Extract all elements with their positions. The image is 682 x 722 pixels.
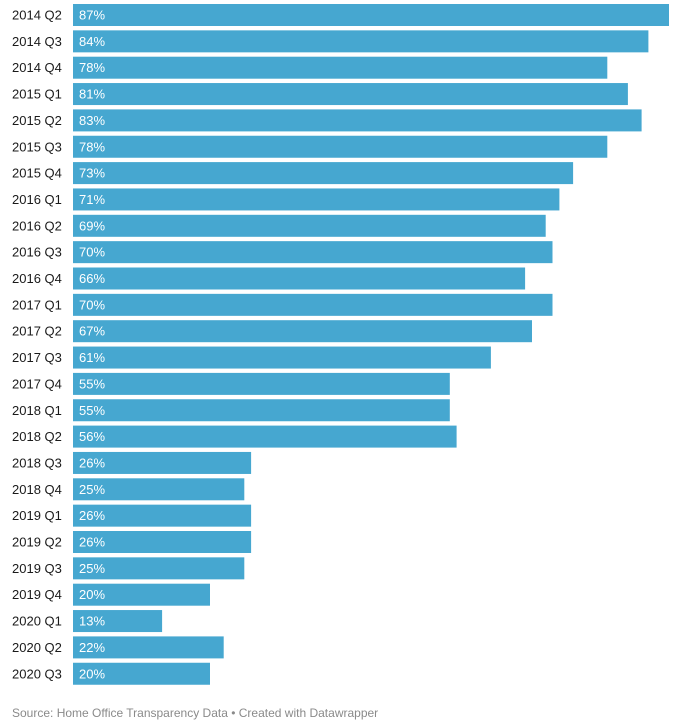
data-label: 56%	[79, 429, 105, 444]
data-label: 70%	[79, 245, 105, 260]
bar	[73, 531, 252, 553]
data-label: 71%	[79, 192, 105, 207]
category-label: 2017 Q3	[12, 350, 62, 365]
category-label: 2017 Q1	[12, 297, 62, 312]
bar	[73, 188, 560, 211]
data-label: 83%	[79, 113, 105, 128]
category-label: 2015 Q4	[12, 166, 62, 181]
category-label: 2018 Q4	[12, 482, 62, 497]
data-label: 25%	[79, 561, 105, 576]
category-label: 2015 Q3	[12, 139, 62, 154]
data-label: 20%	[79, 587, 105, 602]
bar	[73, 451, 252, 474]
category-label: 2020 Q3	[12, 666, 62, 681]
footer-separator: •	[227, 706, 239, 720]
bar	[73, 504, 252, 527]
data-label: 84%	[79, 34, 105, 49]
bar	[73, 4, 669, 26]
category-label: 2014 Q4	[12, 60, 62, 75]
category-label: 2017 Q4	[12, 376, 62, 391]
bar	[73, 56, 608, 79]
credit-note: Created with Datawrapper	[238, 706, 379, 720]
data-label: 13%	[79, 614, 105, 629]
data-label: 20%	[79, 666, 105, 681]
data-label: 55%	[79, 376, 105, 391]
category-label: 2019 Q4	[12, 587, 62, 602]
category-label: 2019 Q3	[12, 561, 62, 576]
data-label: 73%	[79, 166, 105, 181]
data-label: 61%	[79, 350, 105, 365]
bar	[73, 583, 210, 606]
bar	[73, 320, 532, 343]
data-label: 66%	[79, 271, 105, 286]
bar	[73, 425, 457, 448]
data-label: 87%	[79, 8, 105, 23]
bar	[73, 610, 163, 633]
category-label: 2016 Q2	[12, 218, 62, 233]
bar	[73, 30, 649, 53]
category-label: 2018 Q1	[12, 403, 62, 418]
bar	[73, 557, 245, 580]
data-label: 70%	[79, 297, 105, 312]
data-label: 55%	[79, 403, 105, 418]
bar	[73, 399, 450, 422]
bar	[73, 636, 224, 659]
data-label: 78%	[79, 60, 105, 75]
bar	[73, 83, 628, 106]
category-label: 2017 Q2	[12, 324, 62, 339]
category-label: 2020 Q2	[12, 640, 62, 655]
bar	[73, 293, 553, 316]
data-label: 67%	[79, 324, 105, 339]
data-label: 22%	[79, 640, 105, 655]
category-label: 2016 Q3	[12, 245, 62, 260]
bar	[73, 267, 526, 290]
bar-chart: 2014 Q2 87% 2014 Q3 84% 2014 Q4 78% 2015 Q1 81%…	[12, 4, 669, 685]
data-label: 26%	[79, 535, 105, 550]
bar	[73, 478, 245, 501]
category-label: 2020 Q1	[12, 614, 62, 629]
category-label: 2016 Q4	[12, 271, 62, 286]
bar	[73, 214, 546, 237]
chart-footer: Source: Home Office Transparency Data • …	[12, 706, 378, 720]
bar	[73, 162, 574, 185]
bar	[73, 662, 210, 685]
category-label: 2015 Q1	[12, 87, 62, 102]
bar	[73, 372, 450, 395]
category-label: 2014 Q3	[12, 34, 62, 49]
bar	[73, 135, 608, 158]
category-label: 2014 Q2	[12, 8, 62, 23]
data-label: 69%	[79, 218, 105, 233]
source-note: Source: Home Office Transparency Data	[12, 706, 228, 720]
category-label: 2015 Q2	[12, 113, 62, 128]
data-label: 26%	[79, 508, 105, 523]
bar	[73, 109, 642, 132]
category-label: 2016 Q1	[12, 192, 62, 207]
bar	[73, 241, 553, 264]
category-label: 2018 Q3	[12, 455, 62, 470]
category-label: 2018 Q2	[12, 429, 62, 444]
data-label: 25%	[79, 482, 105, 497]
category-label: 2019 Q1	[12, 508, 62, 523]
data-label: 26%	[79, 455, 105, 470]
data-label: 81%	[79, 87, 105, 102]
bar	[73, 346, 491, 369]
data-label: 78%	[79, 139, 105, 154]
category-label: 2019 Q2	[12, 535, 62, 550]
